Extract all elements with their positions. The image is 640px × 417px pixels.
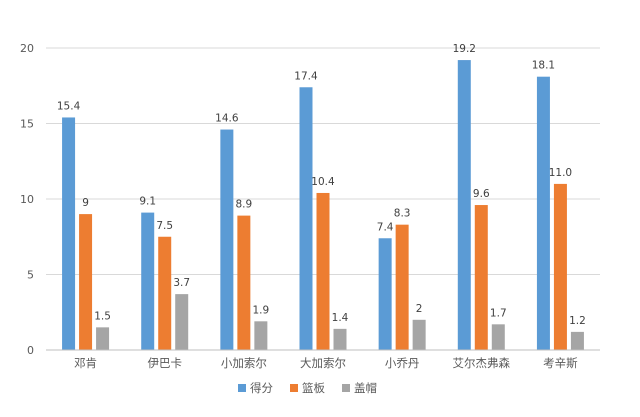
data-label: 19.2: [453, 43, 476, 55]
bar: [79, 214, 93, 350]
bar: [141, 212, 155, 350]
bar: [96, 327, 110, 350]
bar: [299, 87, 313, 350]
data-label: 17.4: [294, 70, 318, 82]
x-tick-label: 考辛斯: [543, 356, 578, 370]
data-label: 2: [416, 303, 423, 315]
y-tick-label: 10: [20, 193, 34, 206]
bar: [536, 76, 550, 350]
y-axis: 0 5 10 15 20: [20, 42, 34, 357]
x-axis: 邓肯 伊巴卡 小加索尔 大加索尔 小乔丹 艾尔杰弗森 考辛斯: [46, 349, 600, 370]
y-tick-label: 15: [20, 118, 34, 131]
legend-swatch: [290, 384, 298, 392]
legend-swatch: [238, 384, 246, 392]
y-tick-label: 0: [27, 344, 34, 357]
bar: [412, 319, 426, 350]
bar: [491, 324, 505, 350]
x-tick-label: 小乔丹: [385, 356, 420, 370]
data-label: 15.4: [57, 100, 81, 112]
data-label: 1.2: [569, 315, 586, 327]
legend-label: 盖帽: [354, 381, 377, 395]
data-label: 8.9: [236, 199, 253, 211]
bar: [553, 183, 567, 350]
bar: [220, 129, 234, 350]
bar: [474, 205, 488, 350]
data-label: 1.5: [94, 310, 111, 322]
bar: [254, 321, 268, 350]
legend-swatch: [342, 384, 350, 392]
data-label: 18.1: [532, 60, 555, 72]
x-tick-label: 大加索尔: [300, 356, 346, 370]
x-tick-label: 艾尔杰弗森: [453, 356, 511, 370]
x-tick-label: 伊巴卡: [147, 356, 182, 370]
data-label: 14.6: [215, 113, 239, 125]
data-label: 9: [82, 197, 89, 209]
data-label: 10.4: [311, 176, 335, 188]
data-label: 1.9: [253, 304, 270, 316]
data-label: 9.1: [139, 196, 156, 208]
data-label: 7.4: [377, 221, 394, 233]
bar: [62, 117, 76, 351]
bar: [237, 215, 251, 350]
data-labels: 15.4 9 1.5 9.17.5 3.7 14.6 8.9 1.9 17.4 10.4 1.4 7.…: [57, 43, 586, 327]
bar: [570, 331, 584, 350]
bar: [457, 60, 471, 351]
bar: [316, 192, 330, 350]
y-tick-label: 20: [20, 42, 34, 55]
legend-label: 篮板: [302, 381, 325, 395]
bars: [62, 60, 584, 351]
data-label: 1.4: [332, 312, 349, 324]
y-tick-label: 5: [27, 269, 34, 282]
data-label: 8.3: [394, 208, 411, 220]
data-label: 1.7: [490, 307, 507, 319]
legend: 得分 篮板 盖帽: [238, 381, 377, 395]
x-tick-label: 小加索尔: [221, 356, 267, 370]
x-tick-label: 邓肯: [74, 356, 97, 370]
bar: [333, 328, 347, 350]
legend-label: 得分: [250, 381, 273, 395]
data-label: 3.7: [173, 277, 190, 289]
bar: [175, 294, 189, 350]
bar: [378, 238, 392, 350]
data-label: 11.0: [549, 167, 572, 179]
bar: [158, 236, 172, 350]
data-label: 9.6: [473, 188, 490, 200]
bar: [395, 224, 409, 350]
data-label: 7.5: [156, 220, 173, 232]
